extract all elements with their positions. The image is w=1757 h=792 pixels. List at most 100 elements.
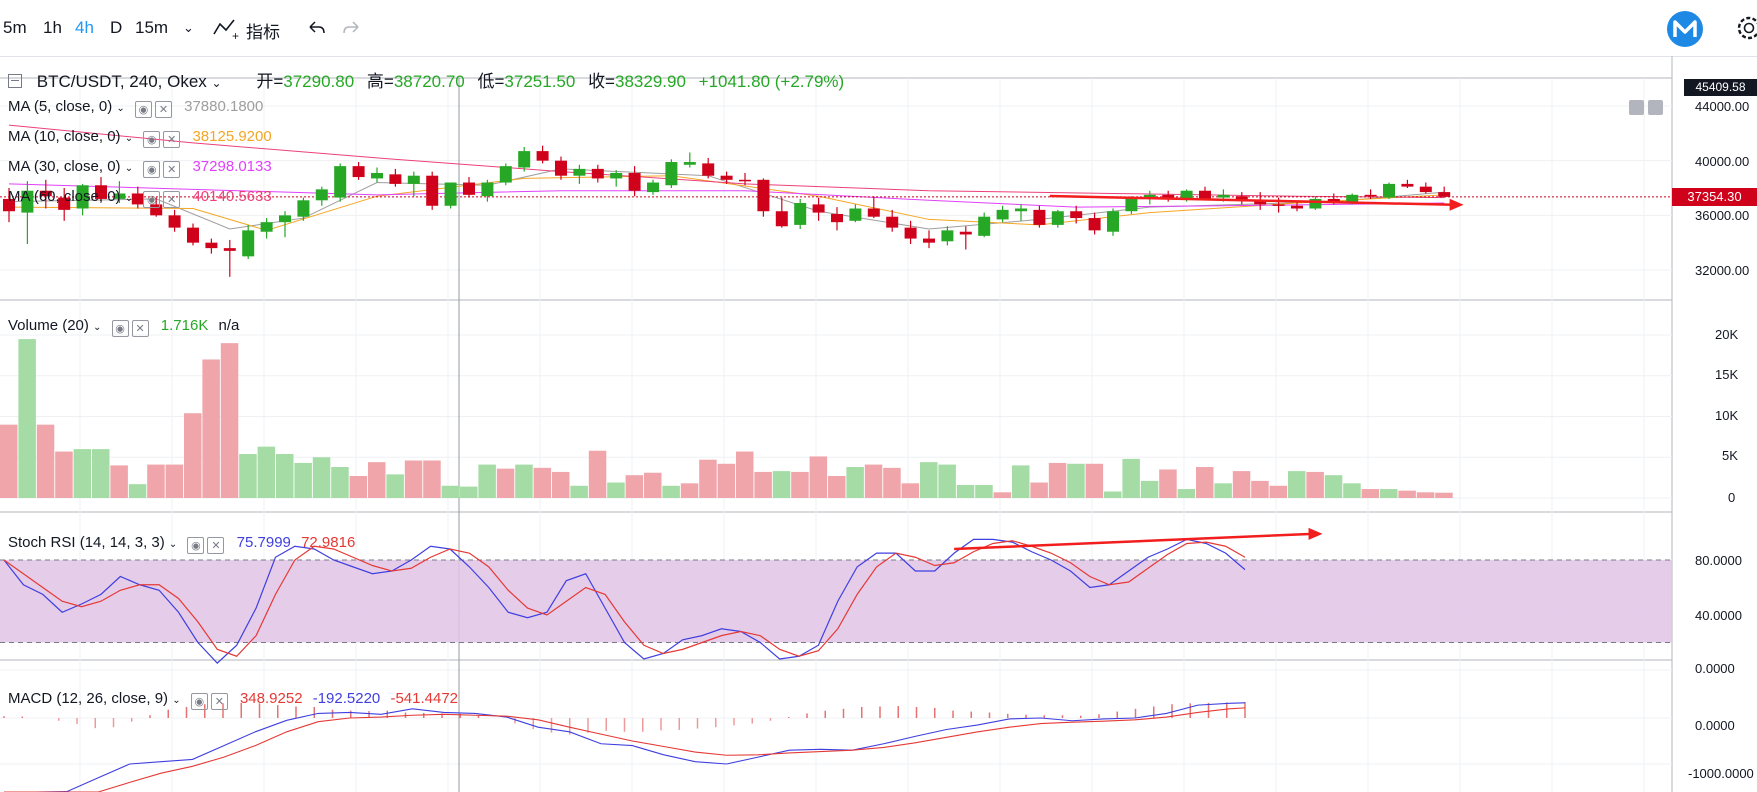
eye-icon[interactable]: ◉ — [190, 693, 208, 710]
collapse-icon[interactable] — [8, 74, 22, 88]
stoch-axis-label: 80.0000 — [1695, 553, 1742, 568]
candle-body — [1070, 211, 1083, 219]
volume-bar — [349, 475, 368, 498]
ma-line — [8, 183, 1445, 208]
volume-bar — [1196, 467, 1214, 498]
interval-5m[interactable]: 5m — [3, 18, 27, 37]
ma30-legend[interactable]: MA (30, close, 0) ⌄ ◉ ✕ 37298.0133 — [8, 158, 272, 178]
stoch-line — [3, 538, 1246, 664]
volume-bar — [570, 485, 588, 498]
candle-body — [647, 182, 659, 193]
m-logo-icon[interactable] — [1666, 10, 1704, 48]
volume-bar — [276, 453, 294, 498]
macd-legend[interactable]: MACD (12, 26, close, 9) ⌄ ◉ ✕ 348.9252 -1… — [8, 690, 459, 710]
volume-bar — [828, 475, 846, 498]
stoch-k-value: 75.7999 — [236, 534, 291, 551]
volume-bar — [496, 468, 515, 498]
volume-bar — [55, 451, 73, 498]
indicators-button[interactable]: 指标 — [246, 23, 280, 42]
volume-bar — [478, 464, 496, 498]
symbol-legend: BTC/USDT, 240, Okex ⌄ 开=37290.80 高=38720… — [8, 67, 844, 92]
volume-bar — [1288, 471, 1306, 498]
volume-bar — [92, 449, 110, 498]
volume-bar — [147, 464, 165, 498]
chevron-down-icon[interactable]: ⌄ — [183, 20, 194, 35]
ma5-label: MA (5, close, 0) — [8, 98, 113, 115]
volume-bar — [257, 446, 276, 498]
stoch-legend[interactable]: Stoch RSI (14, 14, 3, 3) ⌄ ◉ ✕ 75.7999 72… — [8, 534, 356, 554]
eye-icon[interactable]: ◉ — [187, 537, 205, 554]
candle-body — [76, 185, 89, 209]
candle-body — [315, 189, 328, 201]
annotations — [954, 194, 1464, 551]
volume-bar — [625, 475, 644, 498]
scale-up-button[interactable] — [1648, 100, 1663, 115]
candle-body — [1125, 197, 1138, 212]
close-icon[interactable]: ✕ — [131, 320, 149, 337]
eye-icon[interactable]: ◉ — [111, 320, 129, 337]
candle-body — [886, 216, 899, 228]
candle-body — [1199, 190, 1211, 199]
volume-bar — [1306, 471, 1324, 498]
close-icon[interactable]: ✕ — [207, 537, 225, 554]
close-icon[interactable]: ✕ — [154, 101, 172, 118]
close-icon[interactable]: ✕ — [163, 191, 181, 208]
trend-arrow-price — [1049, 194, 1454, 207]
interval-d[interactable]: D — [110, 18, 123, 37]
volume-bar — [1177, 489, 1196, 498]
interval-1h[interactable]: 1h — [43, 18, 62, 37]
symbol-dropdown-icon[interactable]: ⌄ — [211, 76, 222, 90]
interval-4h[interactable]: 4h — [75, 18, 94, 37]
interval-15m[interactable]: 15m — [135, 18, 169, 37]
candle-body — [628, 172, 641, 191]
high-value: 38720.70 — [393, 72, 465, 91]
volume-legend[interactable]: Volume (20) ⌄ ◉ ✕ 1.716K n/a — [8, 317, 240, 337]
candle-body — [831, 213, 843, 223]
redo-icon[interactable] — [342, 19, 362, 37]
macd-line — [4, 702, 1246, 792]
volume-bar — [736, 451, 754, 498]
candle-body — [518, 151, 531, 168]
volume-bar — [1012, 465, 1030, 498]
trend-arrow-stoch — [954, 532, 1313, 551]
volume-bar — [294, 462, 312, 498]
candle-body — [665, 162, 678, 186]
candle-body — [444, 182, 457, 206]
symbol-name[interactable]: BTC/USDT, 240, Okex — [36, 72, 207, 91]
close-icon[interactable]: ✕ — [210, 693, 228, 710]
candle-body — [334, 166, 347, 198]
gear-icon[interactable] — [1735, 14, 1757, 44]
eye-icon[interactable]: ◉ — [143, 161, 161, 178]
ma10-legend[interactable]: MA (10, close, 0) ⌄ ◉ ✕ 38125.9200 — [8, 128, 272, 148]
ma10-label: MA (10, close, 0) — [8, 128, 121, 145]
candle-body — [683, 162, 696, 165]
low-value: 37251.50 — [504, 72, 576, 91]
close-icon[interactable]: ✕ — [163, 161, 181, 178]
candle-body — [1419, 186, 1432, 193]
indicator-icon[interactable]: + — [212, 16, 242, 42]
open-label: 开= — [256, 72, 284, 91]
trend-arrow-price-head — [1449, 198, 1464, 211]
volume-value: 1.716K — [160, 317, 209, 334]
ma30-value: 37298.0133 — [192, 158, 272, 175]
macd-label: MACD (12, 26, close, 9) — [8, 690, 169, 707]
volume-bar — [1343, 483, 1361, 498]
candle-body — [39, 190, 52, 197]
scale-down-button[interactable] — [1629, 100, 1644, 115]
volume-bar — [1251, 480, 1269, 498]
eye-icon[interactable]: ◉ — [143, 191, 161, 208]
eye-icon[interactable]: ◉ — [134, 101, 152, 118]
candle-body — [3, 198, 15, 212]
stoch-axis-label: 0.0000 — [1695, 661, 1735, 676]
close-icon[interactable]: ✕ — [163, 131, 181, 148]
volume-bar — [1067, 463, 1085, 498]
trend-arrow-stoch-head — [1308, 527, 1323, 540]
ma5-legend[interactable]: MA (5, close, 0) ⌄ ◉ ✕ 37880.1800 — [8, 98, 264, 118]
price-label: 44000.00 — [1695, 99, 1750, 114]
chart-area[interactable] — [0, 56, 1757, 792]
undo-icon[interactable] — [306, 19, 326, 37]
ma60-legend[interactable]: MA (60, close, 0) ⌄ ◉ ✕ 40140.5633 — [8, 188, 272, 208]
candle-body — [941, 230, 954, 242]
eye-icon[interactable]: ◉ — [143, 131, 161, 148]
volume-bar — [717, 463, 736, 498]
